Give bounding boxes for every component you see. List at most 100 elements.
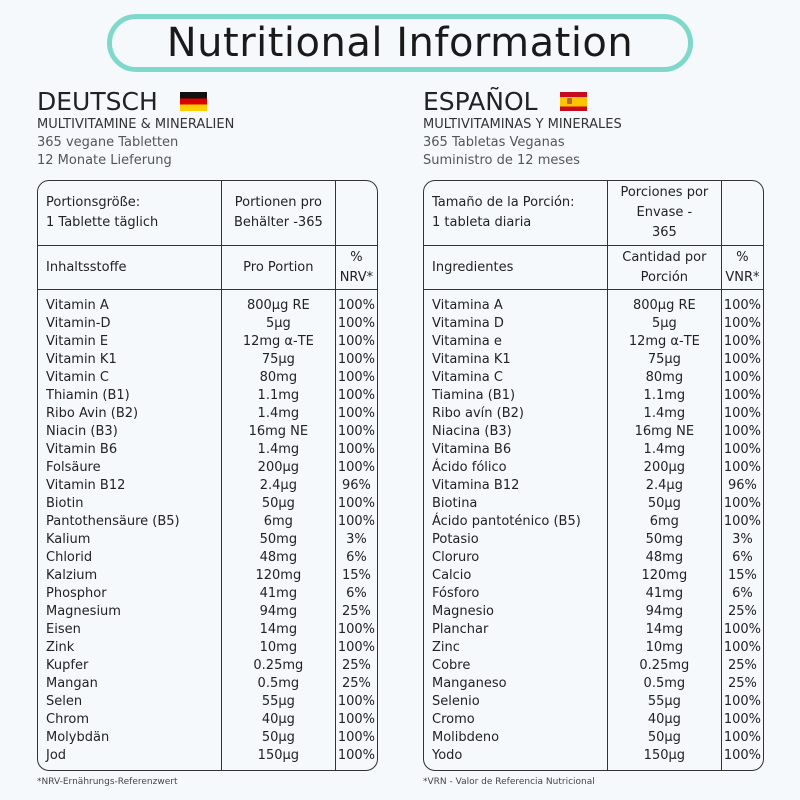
ingredient-name: Fósforo — [432, 586, 480, 601]
amount: 14mg — [606, 621, 721, 639]
amount: 0.5mg — [606, 675, 721, 693]
amount: 48mg — [606, 549, 721, 567]
percent-value: 100% — [334, 387, 377, 405]
header-row: Ingredientes Cantidad por Porción% VNR* — [424, 246, 763, 290]
percent-value: 100% — [720, 387, 763, 405]
table-row: Ácido fólico 200µg 100% — [424, 459, 763, 477]
percent-value: 100% — [720, 693, 763, 711]
amount: 1.4mg — [606, 405, 721, 423]
amount: 50mg — [220, 531, 335, 549]
amount: 40µg — [606, 711, 721, 729]
amount: 50mg — [606, 531, 721, 549]
percent-value: 100% — [720, 297, 763, 315]
table-row: Vitamina K1 75µg 100% — [424, 351, 763, 369]
amount: 2.4µg — [220, 477, 335, 495]
language-heading: ESPAÑOL — [423, 86, 538, 116]
table-row: Folsäure 200µg 100% — [38, 459, 377, 477]
amount: 200µg — [606, 459, 721, 477]
table-row: Vitamina e 12mg α-TE 100% — [424, 333, 763, 351]
ingredient-name: Potasio — [432, 532, 479, 547]
table-row: Selenio 55µg 100% — [424, 693, 763, 711]
percent-value: 6% — [334, 585, 377, 603]
ingredient-name: Molibdeno — [432, 730, 500, 745]
ingredient-name: Eisen — [46, 622, 81, 637]
header-ingredient: Ingredientes — [424, 246, 607, 290]
percent-value: 25% — [720, 675, 763, 693]
amount: 10mg — [606, 639, 721, 657]
amount: 75µg — [606, 351, 721, 369]
ingredient-name: Vitamina C — [432, 370, 503, 385]
percent-value: 100% — [720, 621, 763, 639]
table-row: Eisen 14mg 100% — [38, 621, 377, 639]
german-section: DEUTSCH MULTIVITAMINE & MINERALIEN 365 v… — [37, 86, 382, 170]
table-row: Vitamina A 800µg RE 100% — [424, 297, 763, 315]
table-row: Ácido pantoténico (B5) 6mg 100% — [424, 513, 763, 531]
amount: 50µg — [220, 729, 335, 747]
percent-value: 100% — [720, 639, 763, 657]
ingredient-name: Vitamin-D — [46, 316, 111, 331]
ingredient-name: Yodo — [432, 748, 463, 763]
ingredient-name: Vitamin E — [46, 334, 109, 349]
percent-value: 100% — [334, 693, 377, 711]
table-row: Vitamin C 80mg 100% — [38, 369, 377, 387]
percent-value: 25% — [720, 603, 763, 621]
amount: 120mg — [220, 567, 335, 585]
table-row: Ribo avín (B2) 1.4mg 100% — [424, 405, 763, 423]
amount: 1.4mg — [220, 405, 335, 423]
spanish-flag-icon — [559, 91, 587, 111]
ingredient-name: Selenio — [432, 694, 480, 709]
table-row: Chrom 40µg 100% — [38, 711, 377, 729]
amount: 120mg — [606, 567, 721, 585]
ingredient-name: Cromo — [432, 712, 475, 727]
table-row: Vitamina B6 1.4mg 100% — [424, 441, 763, 459]
ingredient-name: Jod — [46, 748, 67, 763]
table-row: Ribo Avin (B2) 1.4mg 100% — [38, 405, 377, 423]
table-row: Vitamina C 80mg 100% — [424, 369, 763, 387]
ingredient-name: Tiamina (B1) — [432, 388, 516, 403]
ingredient-name: Zink — [46, 640, 75, 655]
ingredient-name: Ribo avín (B2) — [432, 406, 524, 421]
table-row: Magnesium 94mg 25% — [38, 603, 377, 621]
table-row: Planchar 14mg 100% — [424, 621, 763, 639]
percent-value: 100% — [334, 351, 377, 369]
amount: 6mg — [220, 513, 335, 531]
amount: 200µg — [220, 459, 335, 477]
percent-value: 100% — [720, 729, 763, 747]
percent-value: 100% — [334, 729, 377, 747]
percent-value: 100% — [334, 747, 377, 765]
ingredient-name: Vitamin K1 — [46, 352, 117, 367]
table-row: Vitamina D 5µg 100% — [424, 315, 763, 333]
percent-value: 25% — [334, 675, 377, 693]
table-row: Zink 10mg 100% — [38, 639, 377, 657]
percent-value: 100% — [334, 333, 377, 351]
table-row: Biotina 50µg 100% — [424, 495, 763, 513]
amount: 800µg RE — [220, 297, 335, 315]
table-row: Niacin (B3) 16mg NE 100% — [38, 423, 377, 441]
amount: 80mg — [606, 369, 721, 387]
table-row: Cobre 0.25mg 25% — [424, 657, 763, 675]
serving-row: Portionsgröße: 1 Tablette täglich Portione… — [38, 181, 377, 246]
table-row: Vitamin-D 5µg 100% — [38, 315, 377, 333]
percent-value: 100% — [334, 711, 377, 729]
ingredient-name: Vitamina B6 — [432, 442, 512, 457]
percent-value: 15% — [334, 567, 377, 585]
amount: 55µg — [220, 693, 335, 711]
ingredient-name: Cloruro — [432, 550, 480, 565]
table-row: Vitamin B6 1.4mg 100% — [38, 441, 377, 459]
amount: 94mg — [606, 603, 721, 621]
percent-value: 100% — [720, 369, 763, 387]
percent-value: 25% — [334, 603, 377, 621]
ingredient-name: Calcio — [432, 568, 472, 583]
percent-value: 25% — [720, 657, 763, 675]
ingredient-name: Vitamina K1 — [432, 352, 511, 367]
percent-value: 100% — [720, 459, 763, 477]
ingredient-name: Zinc — [432, 640, 460, 655]
percent-value: 100% — [720, 495, 763, 513]
ingredient-name: Magnesio — [432, 604, 495, 619]
product-name: MULTIVITAMINAS Y MINERALES — [423, 117, 622, 132]
amount: 2.4µg — [606, 477, 721, 495]
table-row: Mangan 0.5mg 25% — [38, 675, 377, 693]
amount: 40µg — [220, 711, 335, 729]
ingredient-name: Selen — [46, 694, 83, 709]
nutrition-table-de: Portionsgröße: 1 Tablette täglich Portione… — [37, 180, 378, 771]
